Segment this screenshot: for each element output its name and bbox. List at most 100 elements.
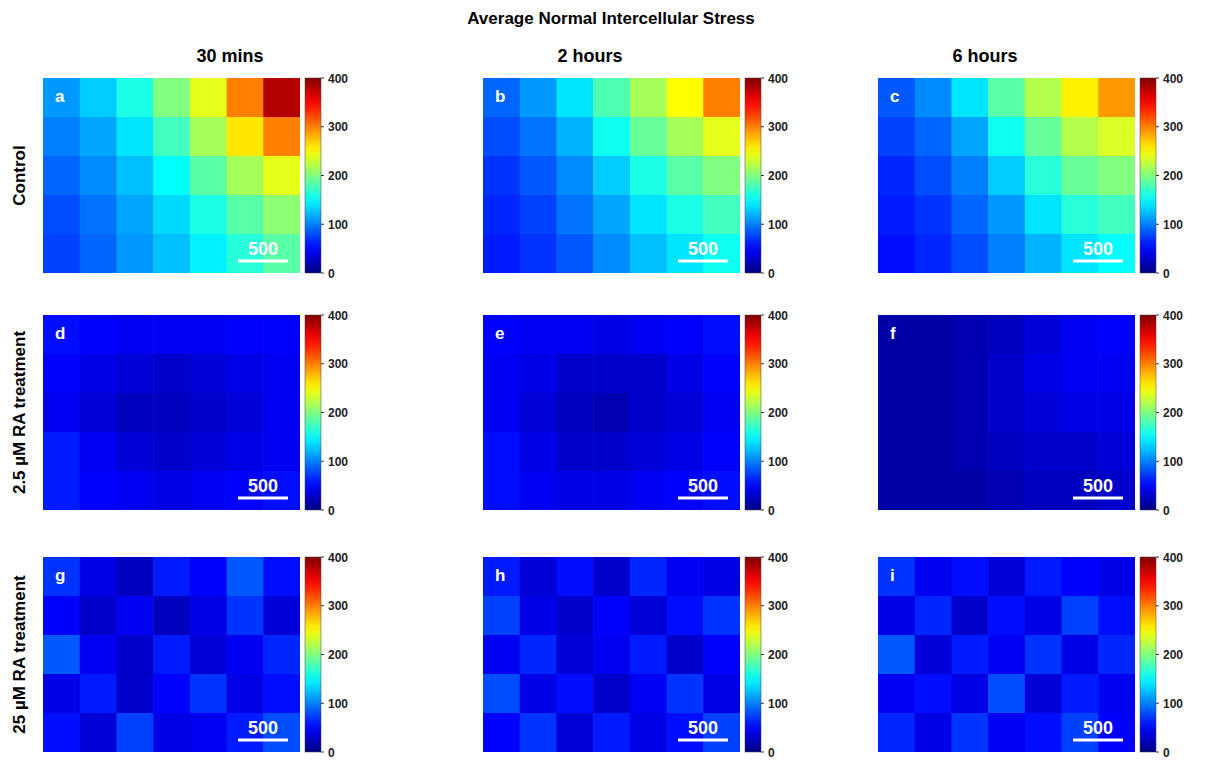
heatmap-cell (1098, 78, 1135, 118)
heatmap-cells (483, 315, 740, 510)
heatmap-cell (593, 315, 630, 355)
panel-letter: g (55, 566, 65, 585)
panel: e5000100200300400 (483, 309, 788, 518)
heatmap-cell (483, 713, 520, 752)
heatmap-cell (227, 195, 264, 235)
colorbar-tick (321, 510, 324, 511)
heatmap-cell (1025, 471, 1062, 510)
heatmap-cell (988, 432, 1025, 472)
heatmap-cell (878, 315, 915, 355)
heatmap-cell (1025, 117, 1062, 157)
heatmap-cell (593, 354, 630, 394)
heatmap-cell (190, 635, 227, 675)
heatmap-cell (988, 234, 1025, 273)
panel-letter: d (55, 324, 65, 343)
heatmap-cell (593, 557, 630, 597)
heatmap-cell (988, 315, 1025, 355)
heatmap-cell (263, 195, 300, 235)
heatmap-cell (703, 393, 740, 433)
heatmap-cell (1025, 315, 1062, 355)
heatmap-cell (951, 78, 988, 118)
heatmap-cell (483, 393, 520, 433)
heatmap-cell (80, 471, 117, 510)
heatmap-cell (951, 471, 988, 510)
panel-letter: i (890, 566, 895, 585)
heatmap-cell (520, 432, 557, 472)
scale-bar (678, 497, 728, 500)
heatmap-cell (263, 354, 300, 394)
colorbar (305, 315, 321, 510)
heatmap-cell (153, 156, 190, 196)
colorbar-tick-label: 0 (1163, 504, 1170, 518)
heatmap-cell (1098, 596, 1135, 636)
heatmap-cell (915, 195, 952, 235)
colorbar-tick-label: 200 (328, 406, 348, 420)
colorbar-tick (321, 412, 324, 413)
panel: f5000100200300400 (878, 309, 1183, 518)
heatmap-cell (556, 674, 593, 714)
heatmap-cell (116, 713, 153, 752)
colorbar-tick-label: 200 (768, 648, 788, 662)
heatmap-cell (703, 195, 740, 235)
colorbar-tick (1156, 273, 1159, 274)
heatmap-cell (556, 78, 593, 118)
heatmap-cell (263, 432, 300, 472)
heatmap-cell (1025, 234, 1062, 273)
colorbar-tick-label: 300 (1163, 599, 1183, 613)
heatmap-cell (878, 78, 915, 118)
panel: c5000100200300400 (878, 72, 1183, 281)
colorbar-tick-label: 0 (328, 746, 335, 760)
heatmap-cell (483, 432, 520, 472)
heatmap-cell (190, 117, 227, 157)
heatmap-cell (878, 234, 915, 273)
heatmap-cell (1062, 432, 1099, 472)
heatmap-cell (703, 596, 740, 636)
heatmap-cell (951, 596, 988, 636)
heatmap-cell (630, 354, 667, 394)
heatmap-cell (951, 354, 988, 394)
scale-bar-label: 500 (1083, 239, 1113, 259)
colorbar-tick-label: 300 (1163, 120, 1183, 134)
colorbar-tick (1156, 412, 1159, 413)
colorbar-tick-label: 0 (768, 267, 775, 281)
heatmap-cell (630, 432, 667, 472)
heatmap-cell (630, 78, 667, 118)
heatmap-cell (520, 117, 557, 157)
scale-bar-label: 500 (248, 239, 278, 259)
heatmap-cell (1025, 432, 1062, 472)
colorbar-tick-label: 100 (328, 218, 348, 232)
heatmap-cells (43, 78, 300, 273)
colorbar-tick (761, 703, 764, 704)
heatmap-cell (1062, 354, 1099, 394)
heatmap-cell (951, 674, 988, 714)
colorbar-tick (1156, 224, 1159, 225)
heatmap-cell (153, 557, 190, 597)
heatmap-cell (80, 393, 117, 433)
heatmap-cell (1025, 78, 1062, 118)
heatmap-cell (915, 156, 952, 196)
colorbar-tick-label: 200 (328, 169, 348, 183)
colorbar-tick-label: 400 (328, 72, 348, 86)
heatmap-cell (1098, 557, 1135, 597)
heatmap-cell (703, 315, 740, 355)
colorbar (1140, 557, 1156, 752)
heatmap-cell (667, 195, 704, 235)
heatmap-cell (593, 156, 630, 196)
heatmap-cell (263, 674, 300, 714)
heatmap-cell (878, 117, 915, 157)
heatmap-cell (80, 195, 117, 235)
heatmap-cell (630, 713, 667, 752)
heatmap-cell (630, 596, 667, 636)
panel: b5000100200300400 (483, 72, 788, 281)
heatmap-cell (190, 234, 227, 273)
colorbar-tick (1156, 363, 1159, 364)
heatmap-cell (153, 315, 190, 355)
heatmap-cell (227, 674, 264, 714)
heatmap-cell (1025, 557, 1062, 597)
colorbar-tick-label: 100 (1163, 697, 1183, 711)
heatmap-cell (667, 78, 704, 118)
heatmap-cell (915, 393, 952, 433)
colorbar-tick-label: 400 (768, 309, 788, 323)
colorbar-tick (761, 78, 764, 79)
heatmap-cell (190, 315, 227, 355)
